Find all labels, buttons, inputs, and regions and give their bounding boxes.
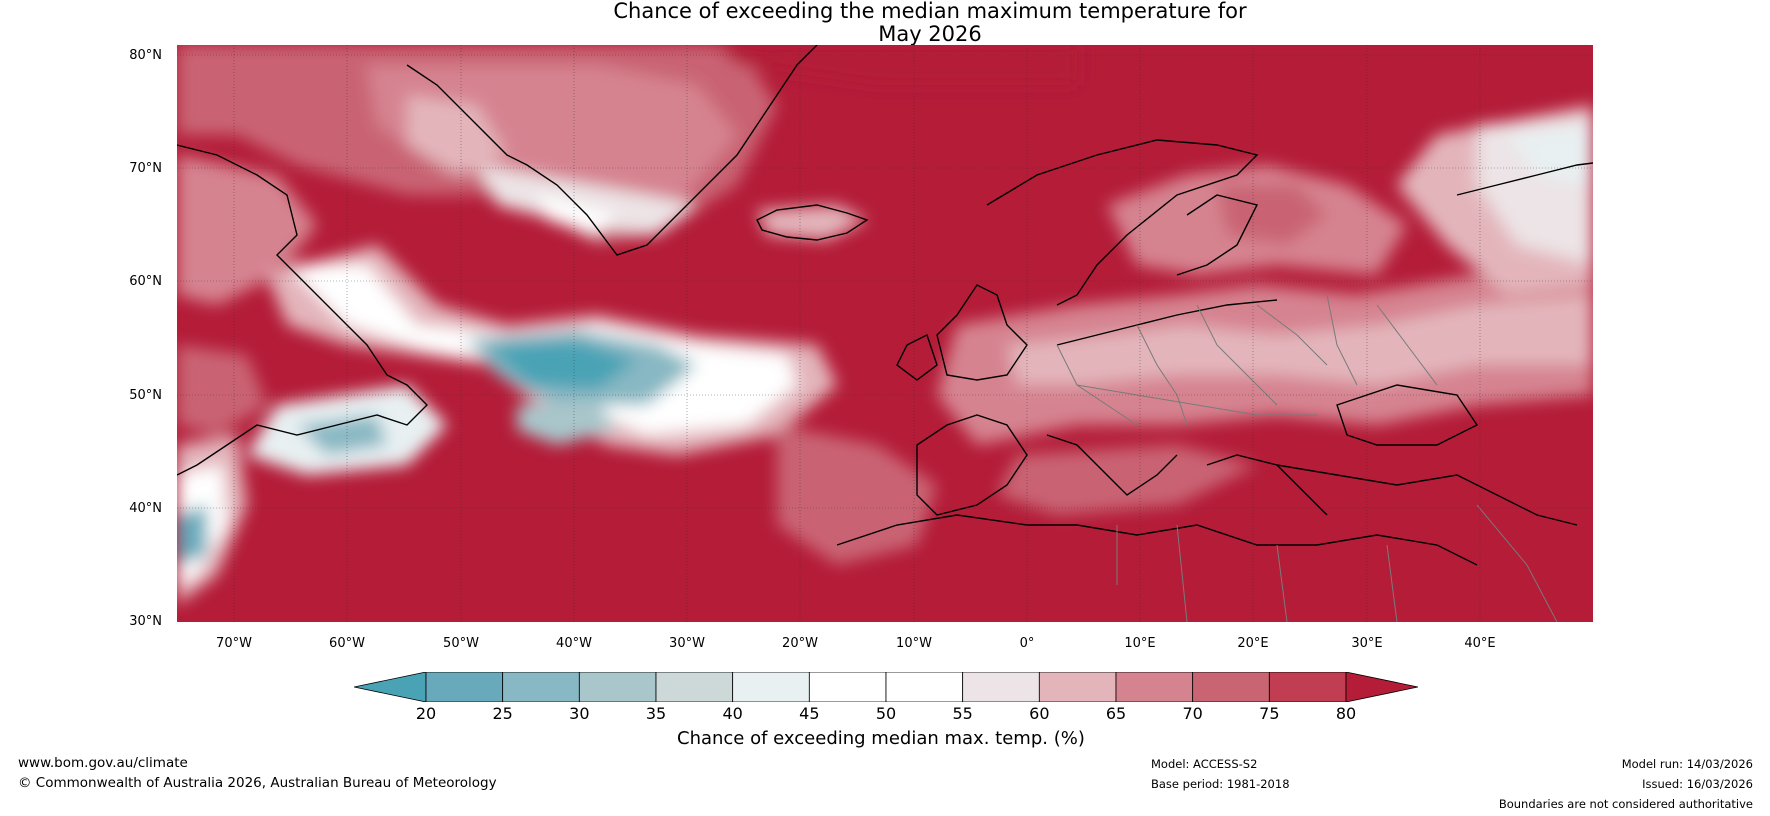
colorbar-tick-label: 30 (569, 704, 590, 723)
lon-label-40e: 40°E (1464, 636, 1496, 651)
colorbar-segment (578, 672, 657, 702)
lon-label-40w: 40°W (556, 636, 592, 651)
colorbar-tick-label: 50 (875, 704, 897, 723)
lon-label-20e: 20°E (1237, 636, 1269, 651)
lon-label-50w: 50°W (443, 636, 479, 651)
colorbar-segment (885, 672, 964, 702)
lon-label-10w: 10°W (896, 636, 932, 651)
colorbar-extend-low (354, 672, 427, 702)
lon-label-20w: 20°W (782, 636, 818, 651)
colorbar-tick-label: 75 (1259, 704, 1280, 723)
colorbar-extend-high (1345, 672, 1418, 702)
lon-label-60w: 60°W (329, 636, 365, 651)
lat-label-70n: 70°N (129, 161, 162, 176)
colorbar-segment (1268, 672, 1347, 702)
lon-label-30w: 30°W (669, 636, 705, 651)
colorbar-tick-label: 35 (645, 704, 667, 723)
lon-label-0: 0° (1019, 636, 1035, 651)
colorbar-segment (1115, 672, 1194, 702)
colorbar-tick-label: 65 (1105, 704, 1127, 723)
lat-label-50n: 50°N (129, 388, 162, 403)
colorbar-segment (502, 672, 580, 702)
colorbar-segment (655, 672, 734, 702)
colorbar-tick-label: 80 (1335, 704, 1357, 723)
colorbar-segment (962, 672, 1040, 702)
colorbar-tick-label: 45 (799, 704, 820, 723)
map-canvas (177, 45, 1593, 622)
colorbar-segment (425, 672, 504, 702)
colorbar-segment (1192, 672, 1270, 702)
colorbar-label: Chance of exceeding median max. temp. (%… (677, 728, 1085, 749)
coastlines (177, 45, 1593, 566)
model-text: Model: ACCESS-S2 (1151, 757, 1258, 771)
lon-label-10e: 10°E (1124, 636, 1156, 651)
base-period-text: Base period: 1981-2018 (1151, 777, 1290, 791)
copyright-text: © Commonwealth of Australia 2026, Austra… (18, 775, 497, 791)
colorbar-tick-label: 55 (952, 704, 973, 723)
colorbar-tick-label: 60 (1029, 704, 1050, 723)
lat-label-60n: 60°N (129, 274, 162, 289)
forecast-map (177, 45, 1593, 622)
colorbar-segment (732, 672, 810, 702)
colorbar-tick-label: 40 (722, 704, 743, 723)
disclaimer-text: Boundaries are not considered authoritat… (1498, 797, 1753, 811)
lat-label-80n: 80°N (129, 48, 162, 63)
issued-text: Issued: 16/03/2026 (1642, 777, 1753, 791)
colorbar-tick-label: 70 (1182, 704, 1203, 723)
colorbar-tick-label: 25 (492, 704, 513, 723)
graticule (177, 45, 1593, 622)
colorbar-segment (808, 672, 887, 702)
colorbar-segment (1038, 672, 1117, 702)
lon-label-70w: 70°W (216, 636, 252, 651)
title-line-1: Chance of exceeding the median maximum t… (613, 0, 1247, 23)
map-title: Chance of exceeding the median maximum t… (0, 0, 1770, 46)
lat-label-40n: 40°N (129, 501, 162, 516)
lon-label-30e: 30°E (1351, 636, 1383, 651)
lat-label-30n: 30°N (129, 614, 162, 629)
colorbar-tick-label: 20 (415, 704, 437, 723)
website-text: www.bom.gov.au/climate (18, 755, 188, 771)
colorbar (354, 672, 1418, 702)
model-run-text: Model run: 14/03/2026 (1621, 757, 1753, 771)
title-line-2: May 2026 (878, 22, 982, 46)
